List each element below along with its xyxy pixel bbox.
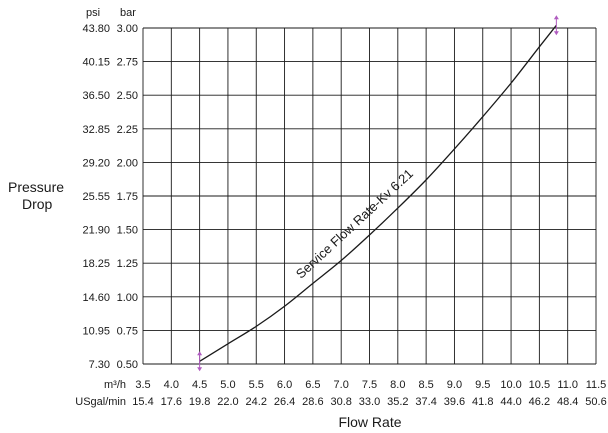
- y-tick-bar: 3.00: [117, 23, 138, 35]
- x-tick-usgal: 33.0: [359, 396, 380, 408]
- x-tick-m3h: 4.0: [164, 379, 179, 391]
- x-tick-m3h: 8.0: [390, 379, 405, 391]
- x-unit-usgal: USgal/min: [75, 396, 126, 408]
- x-tick-usgal: 35.2: [387, 396, 408, 408]
- x-tick-usgal: 44.0: [500, 396, 521, 408]
- x-tick-usgal: 37.4: [415, 396, 436, 408]
- y-axis-title-line2: Drop: [22, 196, 53, 212]
- x-tick-usgal: 50.6: [585, 396, 606, 408]
- y-tick-bar: 2.50: [117, 90, 138, 102]
- y-tick-psi: 7.30: [89, 359, 110, 371]
- x-axis-title: Flow Rate: [338, 414, 401, 430]
- y-tick-bar: 1.75: [117, 191, 138, 203]
- x-tick-usgal: 24.2: [246, 396, 267, 408]
- y-tick-psi: 32.85: [82, 124, 110, 136]
- x-tick-usgal: 26.4: [274, 396, 295, 408]
- x-tick-usgal: 41.8: [472, 396, 493, 408]
- y-unit-bar: bar: [120, 7, 136, 19]
- x-tick-usgal: 30.8: [330, 396, 351, 408]
- y-tick-bar: 0.50: [117, 359, 138, 371]
- x-tick-m3h: 8.5: [418, 379, 433, 391]
- y-tick-bar: 1.25: [117, 258, 138, 270]
- x-tick-m3h: 10.0: [500, 379, 521, 391]
- marker-arrow-down: [197, 367, 203, 372]
- y-tick-psi: 25.55: [82, 191, 110, 203]
- y-tick-psi: 40.15: [82, 57, 110, 69]
- x-tick-m3h: 7.5: [362, 379, 377, 391]
- x-tick-m3h: 10.5: [529, 379, 550, 391]
- x-tick-usgal: 46.2: [529, 396, 550, 408]
- y-tick-bar: 2.25: [117, 124, 138, 136]
- y-axis-title-line1: Pressure: [8, 179, 64, 195]
- x-tick-m3h: 5.5: [249, 379, 264, 391]
- x-tick-usgal: 19.8: [189, 396, 210, 408]
- x-tick-usgal: 39.6: [444, 396, 465, 408]
- y-tick-bar: 2.75: [117, 57, 138, 69]
- x-tick-m3h: 5.0: [220, 379, 235, 391]
- endpoint-marker-icon: [197, 351, 203, 372]
- x-tick-m3h: 9.5: [475, 379, 490, 391]
- y-tick-psi: 14.60: [82, 292, 110, 304]
- y-tick-psi: 21.90: [82, 225, 110, 237]
- x-tick-m3h: 6.0: [277, 379, 292, 391]
- chart-plot: Service Flow Rate-Kv 6.21: [197, 15, 559, 372]
- y-tick-psi: 29.20: [82, 157, 110, 169]
- y-tick-psi: 36.50: [82, 90, 110, 102]
- x-tick-m3h: 11.0: [557, 379, 578, 391]
- marker-arrow-up: [197, 351, 203, 356]
- x-tick-m3h: 9.0: [447, 379, 462, 391]
- y-unit-psi: psi: [86, 7, 100, 19]
- x-tick-m3h: 3.5: [135, 379, 150, 391]
- x-tick-usgal: 17.6: [161, 396, 182, 408]
- chart-grid: 3.5 15.4 4.0 17.6 4.5 19.8 5.0 22.0 5.5 24.2 6.0 26…: [82, 23, 606, 408]
- x-unit-m3h: m³/h: [104, 379, 126, 391]
- x-tick-m3h: 6.5: [305, 379, 320, 391]
- y-tick-psi: 10.95: [82, 325, 110, 337]
- service-flow-curve: [199, 24, 557, 362]
- y-tick-bar: 0.75: [117, 325, 138, 337]
- x-tick-usgal: 15.4: [132, 396, 153, 408]
- x-tick-m3h: 4.5: [192, 379, 207, 391]
- x-tick-usgal: 22.0: [217, 396, 238, 408]
- endpoint-marker-icon: [553, 15, 559, 36]
- x-tick-usgal: 28.6: [302, 396, 323, 408]
- chart-labels: psi bar Pressure Drop m³/h USgal/min Flo…: [8, 7, 402, 430]
- x-tick-usgal: 48.4: [557, 396, 578, 408]
- y-tick-psi: 43.80: [82, 23, 110, 35]
- y-tick-bar: 1.50: [117, 225, 138, 237]
- y-tick-psi: 18.25: [82, 258, 110, 270]
- x-tick-m3h: 7.0: [334, 379, 349, 391]
- marker-arrow-up: [553, 15, 559, 20]
- y-tick-bar: 1.00: [117, 292, 138, 304]
- x-tick-m3h: 11.5: [586, 379, 607, 391]
- marker-arrow-down: [553, 31, 559, 36]
- y-tick-bar: 2.00: [117, 157, 138, 169]
